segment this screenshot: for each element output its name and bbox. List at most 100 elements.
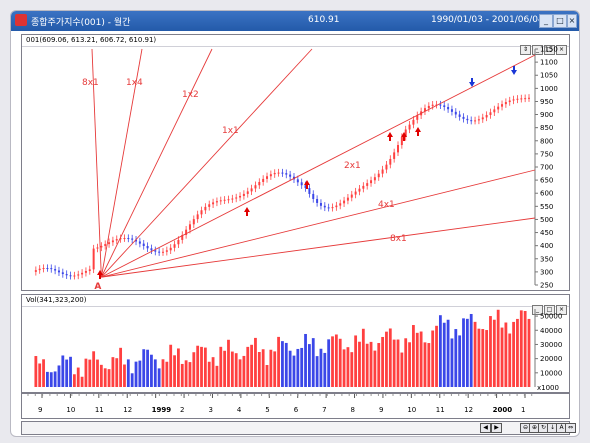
volume-bar: [516, 318, 519, 387]
gann-fan-line: [91, 48, 102, 278]
up-arrow-icon: [401, 132, 407, 141]
price-y-tick: 600: [540, 190, 553, 198]
volume-bar: [481, 329, 485, 387]
volume-bar: [238, 359, 242, 387]
panel-close-icon[interactable]: ×: [556, 45, 567, 55]
panel-max-icon[interactable]: □: [544, 45, 555, 55]
volume-bar: [519, 310, 523, 387]
volume-bar: [423, 342, 427, 387]
title-bar: 종합주가지수(001) - 월간 610.91 1990/01/03 - 200…: [11, 11, 579, 31]
volume-bar: [61, 355, 65, 387]
volume-bar: [496, 309, 500, 387]
app-icon: [15, 14, 27, 26]
volume-bar: [200, 346, 203, 387]
volume-bar: [123, 364, 126, 387]
x-axis-label: 10: [407, 406, 416, 414]
volume-bar: [512, 321, 515, 387]
date-range: 1990/01/03 - 2001/06/04: [431, 15, 544, 25]
volume-bar: [300, 347, 304, 387]
volume-bar: [88, 359, 92, 387]
gann-fan-line: [100, 48, 143, 278]
fan-label: 8x1: [82, 78, 99, 88]
panel-scale-icon[interactable]: ⇕: [520, 45, 531, 55]
restore-icon[interactable]: □: [553, 14, 567, 28]
volume-bar: [180, 363, 184, 387]
volume-bar: [477, 328, 481, 387]
price-y-tick: 1000: [540, 85, 558, 93]
chart-window: 종합주가지수(001) - 월간 610.91 1990/01/03 - 200…: [10, 10, 580, 437]
price-y-tick: 400: [540, 242, 553, 250]
volume-bar: [489, 316, 492, 387]
volume-bar: [396, 339, 400, 387]
gann-fan-line: [101, 169, 536, 278]
volume-bar: [381, 336, 384, 387]
volume-bar: [57, 365, 61, 387]
volume-bar: [119, 347, 123, 387]
close-icon[interactable]: ×: [567, 14, 577, 28]
price-y-tick: 900: [540, 111, 553, 119]
pivot-label: A: [94, 282, 101, 290]
volume-panel-buttons: _ □ ×: [531, 296, 567, 315]
x-axis-label: 12: [464, 406, 473, 414]
vpanel-max-icon[interactable]: □: [544, 305, 555, 315]
volume-bar: [527, 318, 531, 387]
scroll-left-icon[interactable]: ◀: [480, 423, 491, 433]
vpanel-min-icon[interactable]: _: [532, 305, 543, 315]
volume-bar: [377, 343, 381, 387]
price-panel: 001(609.06, 613.21, 606.72, 610.91) ⇕_□×…: [21, 34, 570, 291]
volume-bar: [111, 357, 115, 387]
price-header: 001(609.06, 613.21, 606.72, 610.91): [22, 35, 569, 47]
volume-bar: [323, 352, 327, 387]
up-arrow-icon: [387, 132, 393, 141]
price-y-tick: 800: [540, 137, 553, 145]
fit-icon[interactable]: ⇔: [565, 423, 576, 433]
volume-bar: [400, 352, 404, 387]
volume-bar: [327, 339, 331, 387]
volume-bar: [338, 338, 342, 387]
price-y-tick: 1050: [540, 72, 558, 80]
volume-bar: [458, 335, 462, 387]
price-y-tick: 250: [540, 282, 553, 290]
x-axis-label: 6: [294, 406, 299, 414]
volume-bar: [473, 321, 477, 387]
volume-bar: [126, 359, 130, 387]
price-y-tick: 550: [540, 203, 553, 211]
volume-bar: [203, 347, 207, 387]
minimize-icon[interactable]: _: [539, 14, 553, 28]
volume-bar: [450, 338, 454, 387]
price-chart[interactable]: 1150 1100 1050 1000 950 900 850 800 750 700 650 600…: [22, 35, 569, 290]
x-axis-label: 2000: [493, 406, 513, 414]
vpanel-close-icon[interactable]: ×: [556, 305, 567, 315]
volume-bar: [219, 346, 223, 387]
price-y-tick: 750: [540, 150, 553, 158]
x-axis: 9 10 11 12 1999 2 3 4 5 6 7 8 9 10 11 12 2000 1: [21, 393, 570, 419]
scroll-right-icon[interactable]: ▶: [491, 423, 502, 433]
price-y-tick: 850: [540, 124, 553, 132]
volume-bar: [65, 359, 69, 387]
volume-bar: [53, 371, 57, 387]
price-y-tick: 950: [540, 98, 553, 106]
volume-bar: [84, 358, 88, 387]
price-y-tick: 700: [540, 164, 553, 172]
volume-bar: [277, 336, 280, 387]
down-arrow-icon: [469, 78, 475, 87]
volume-chart[interactable]: 50000 40000 30000 20000 10000 x1000: [22, 295, 569, 392]
window-title: 종합주가지수(001) - 월간: [31, 18, 131, 28]
gann-fan-line: [101, 217, 536, 278]
volume-bar: [284, 342, 288, 387]
scrollbar[interactable]: ◀ ▶ ⊖ ⊕ ↻ ↓ A ⇔: [21, 421, 576, 435]
volume-bar: [173, 355, 176, 387]
up-arrow-icon: [244, 207, 250, 216]
volume-bar: [49, 372, 53, 387]
volume-bar: [69, 356, 72, 387]
x-axis-label: 9: [38, 406, 42, 414]
volume-bar: [319, 348, 323, 387]
volume-bar: [188, 362, 192, 387]
x-axis-label: 9: [379, 406, 383, 414]
volume-bar: [419, 331, 423, 387]
volume-bar: [196, 345, 200, 387]
volume-bar: [184, 360, 188, 387]
volume-bar: [34, 356, 38, 387]
volume-bar: [369, 341, 373, 387]
volume-bar: [207, 361, 211, 387]
